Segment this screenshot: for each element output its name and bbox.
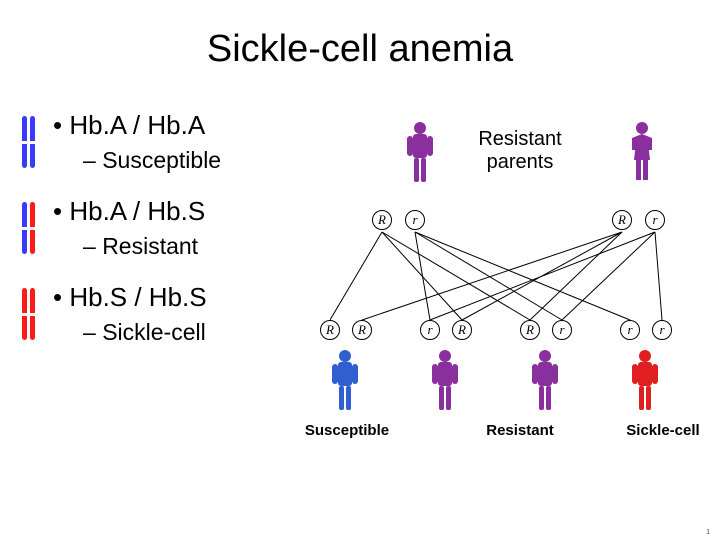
page-number: 1 xyxy=(706,529,710,536)
allele-circle: R xyxy=(612,210,632,230)
genotype-label: Hb.S / Hb.S xyxy=(53,282,322,313)
parent-figure xyxy=(400,120,440,189)
genotype-row: Hb.S / Hb.S Sickle-cell xyxy=(22,282,322,364)
child-figure xyxy=(525,348,565,417)
child-figure xyxy=(425,348,465,417)
punnett-diagram: Resistant parents RrRrRRrRRrrr xyxy=(330,110,710,490)
allele-circle: r xyxy=(420,320,440,340)
chromosome-pair xyxy=(22,116,35,168)
offspring-label: Sickle-cell xyxy=(608,422,718,439)
allele-circle: R xyxy=(520,320,540,340)
genotype-label: Hb.A / Hb.S xyxy=(53,196,322,227)
chromosome-pair xyxy=(22,288,35,340)
parents-label: Resistant parents xyxy=(460,128,580,174)
slide-title: Sickle-cell anemia xyxy=(0,28,720,71)
offspring-label: Resistant xyxy=(440,422,600,439)
chromosome-icon xyxy=(22,288,27,340)
genotype-list: Hb.A / Hb.A Susceptible Hb.A / Hb.S Resista… xyxy=(22,110,322,368)
genotype-row: Hb.A / Hb.A Susceptible xyxy=(22,110,322,192)
phenotype-label: Sickle-cell xyxy=(83,319,322,346)
allele-circle: r xyxy=(552,320,572,340)
allele-circle: r xyxy=(405,210,425,230)
genotype-label: Hb.A / Hb.A xyxy=(53,110,322,141)
allele-circle: r xyxy=(645,210,665,230)
chromosome-pair xyxy=(22,202,35,254)
allele-circle: r xyxy=(652,320,672,340)
offspring-label: Susceptible xyxy=(292,422,402,439)
allele-circle: R xyxy=(372,210,392,230)
chromosome-icon xyxy=(22,202,27,254)
phenotype-label: Resistant xyxy=(83,233,322,260)
chromosome-icon xyxy=(30,116,35,168)
chromosome-icon xyxy=(30,202,35,254)
chromosome-icon xyxy=(30,288,35,340)
allele-circle: R xyxy=(320,320,340,340)
chromosome-icon xyxy=(22,116,27,168)
allele-circle: R xyxy=(352,320,372,340)
allele-circle: r xyxy=(620,320,640,340)
parent-figure xyxy=(622,120,662,189)
genotype-row: Hb.A / Hb.S Resistant xyxy=(22,196,322,278)
phenotype-label: Susceptible xyxy=(83,147,322,174)
child-figure xyxy=(625,348,665,417)
child-figure xyxy=(325,348,365,417)
allele-circle: R xyxy=(452,320,472,340)
